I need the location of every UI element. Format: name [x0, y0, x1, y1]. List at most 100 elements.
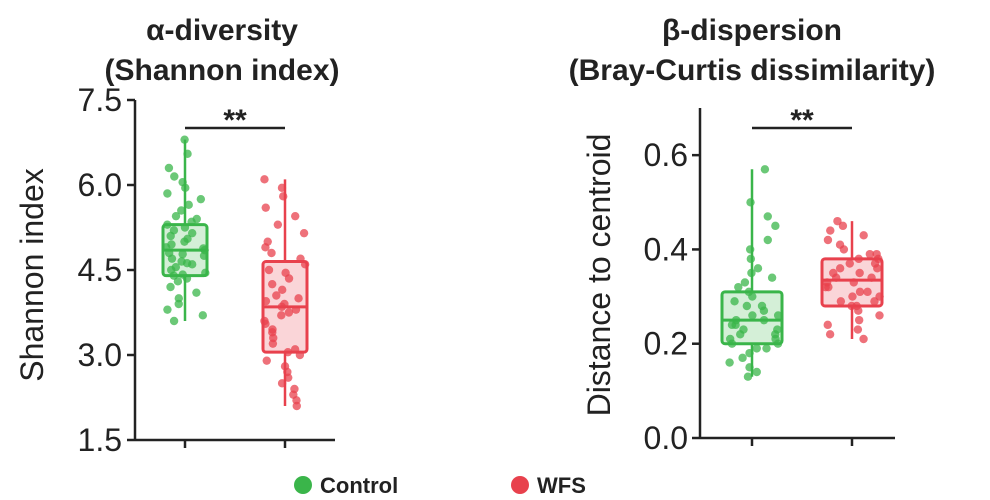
alpha-control-point — [169, 316, 179, 326]
alpha-control-point — [170, 172, 179, 181]
beta-wfs-point — [863, 287, 872, 297]
alpha-wfs-point — [277, 183, 287, 193]
alpha-wfs-point — [264, 265, 274, 275]
legend-wfs-marker — [511, 476, 529, 494]
alpha-control-point — [163, 220, 172, 229]
alpha-control-point — [163, 305, 172, 314]
alpha-control-point — [192, 288, 201, 297]
alpha-control-point — [182, 274, 192, 283]
beta-control-point — [745, 245, 755, 254]
alpha-wfs-point — [261, 243, 270, 252]
beta-control-point — [767, 273, 777, 282]
alpha-x-ticks — [183, 440, 287, 448]
alpha-wfs-point — [294, 294, 303, 303]
beta-wfs-point — [825, 330, 835, 339]
alpha-control-point — [198, 311, 208, 320]
beta-y-tick-label: 0.0 — [644, 420, 688, 456]
alpha-y-tick-label: 7.5 — [78, 82, 122, 118]
alpha-control-point — [167, 254, 177, 263]
beta-control-point — [752, 344, 761, 353]
legend: Control WFS — [294, 473, 586, 498]
beta-series — [720, 165, 884, 381]
alpha-wfs-point — [260, 175, 269, 184]
beta-control-point — [753, 264, 763, 273]
alpha-control-point — [171, 211, 181, 221]
alpha-control-point — [201, 268, 210, 278]
alpha-wfs-point — [278, 285, 287, 295]
beta-y-tick-label: 0.4 — [644, 231, 688, 267]
beta-control-point — [748, 292, 757, 301]
alpha-wfs-point — [279, 192, 288, 201]
alpha-wfs-point — [272, 291, 281, 300]
beta-control-point — [727, 339, 737, 348]
beta-control-point — [745, 363, 754, 372]
beta-y-axis-label: Distance to centroid — [581, 134, 617, 417]
alpha-wfs-point — [277, 302, 287, 312]
beta-control-point — [740, 278, 750, 287]
alpha-control-point — [166, 282, 175, 292]
beta-subtitle: (Bray-Curtis dissimilarity) — [569, 54, 936, 87]
beta-control-point — [773, 311, 783, 320]
beta-wfs-point — [849, 278, 858, 287]
beta-control-point — [734, 282, 743, 292]
beta-control-point — [752, 367, 761, 377]
beta-y-tick-label: 0.6 — [644, 137, 688, 173]
alpha-wfs-point — [291, 211, 300, 221]
alpha-subtitle: (Shannon index) — [105, 54, 340, 87]
alpha-wfs-point — [277, 311, 286, 320]
beta-wfs-point — [823, 235, 833, 245]
alpha-control-point — [184, 200, 193, 210]
beta-wfs-point — [833, 216, 842, 226]
alpha-y-ticks: 1.5 3.0 4.5 6.0 7.5 — [78, 82, 135, 458]
beta-wfs-point — [865, 249, 875, 259]
alpha-control-point — [163, 189, 172, 198]
beta-wfs-point — [839, 245, 849, 254]
alpha-wfs-point — [299, 228, 309, 238]
beta-wfs-point — [854, 254, 863, 264]
beta-wfs-point — [848, 292, 857, 301]
alpha-wfs-point — [261, 203, 270, 212]
alpha-wfs-point — [273, 220, 283, 229]
alpha-y-tick-label: 4.5 — [78, 252, 122, 288]
beta-wfs-point — [875, 311, 884, 320]
legend-wfs-label: WFS — [537, 473, 586, 498]
alpha-wfs-point — [284, 308, 294, 317]
alpha-control-point — [183, 149, 192, 159]
beta-control-point — [762, 344, 771, 353]
beta-control-point — [745, 348, 754, 358]
beta-wfs-point — [831, 273, 841, 282]
alpha-wfs-point — [261, 319, 270, 329]
beta-wfs-point — [867, 273, 876, 282]
alpha-wfs-point — [295, 350, 305, 360]
alpha-wfs-point — [284, 373, 293, 382]
beta-control-group — [720, 165, 784, 381]
alpha-wfs-point — [268, 279, 277, 289]
beta-wfs-point — [855, 268, 864, 278]
alpha-significance-label: ** — [223, 104, 247, 137]
beta-control-point — [736, 330, 745, 339]
alpha-control-point — [174, 299, 183, 309]
alpha-wfs-point — [291, 305, 301, 314]
alpha-y-tick-label: 6.0 — [78, 167, 122, 203]
beta-wfs-point — [853, 325, 863, 334]
legend-control-marker — [294, 476, 312, 494]
alpha-control-point — [180, 135, 189, 144]
alpha-wfs-point — [277, 379, 287, 388]
beta-control-point — [730, 297, 739, 306]
beta-wfs-point — [859, 334, 868, 344]
beta-control-point — [725, 358, 734, 367]
beta-control-point — [771, 221, 780, 231]
beta-wfs-point — [847, 301, 856, 311]
alpha-control-point — [166, 231, 175, 241]
alpha-control-group — [161, 135, 210, 326]
beta-dispersion-panel: β-dispersion (Bray-Curtis dissimilarity)… — [569, 14, 936, 456]
beta-title: β-dispersion — [662, 14, 842, 47]
alpha-y-tick-label: 1.5 — [78, 422, 122, 458]
alpha-wfs-point — [300, 260, 310, 269]
beta-y-tick-label: 0.2 — [644, 326, 688, 362]
alpha-wfs-point — [261, 296, 271, 306]
beta-control-point — [727, 320, 737, 330]
beta-y-ticks: 0.0 0.2 0.4 0.6 — [644, 137, 700, 456]
alpha-wfs-point — [283, 347, 293, 357]
beta-control-point — [763, 235, 772, 245]
